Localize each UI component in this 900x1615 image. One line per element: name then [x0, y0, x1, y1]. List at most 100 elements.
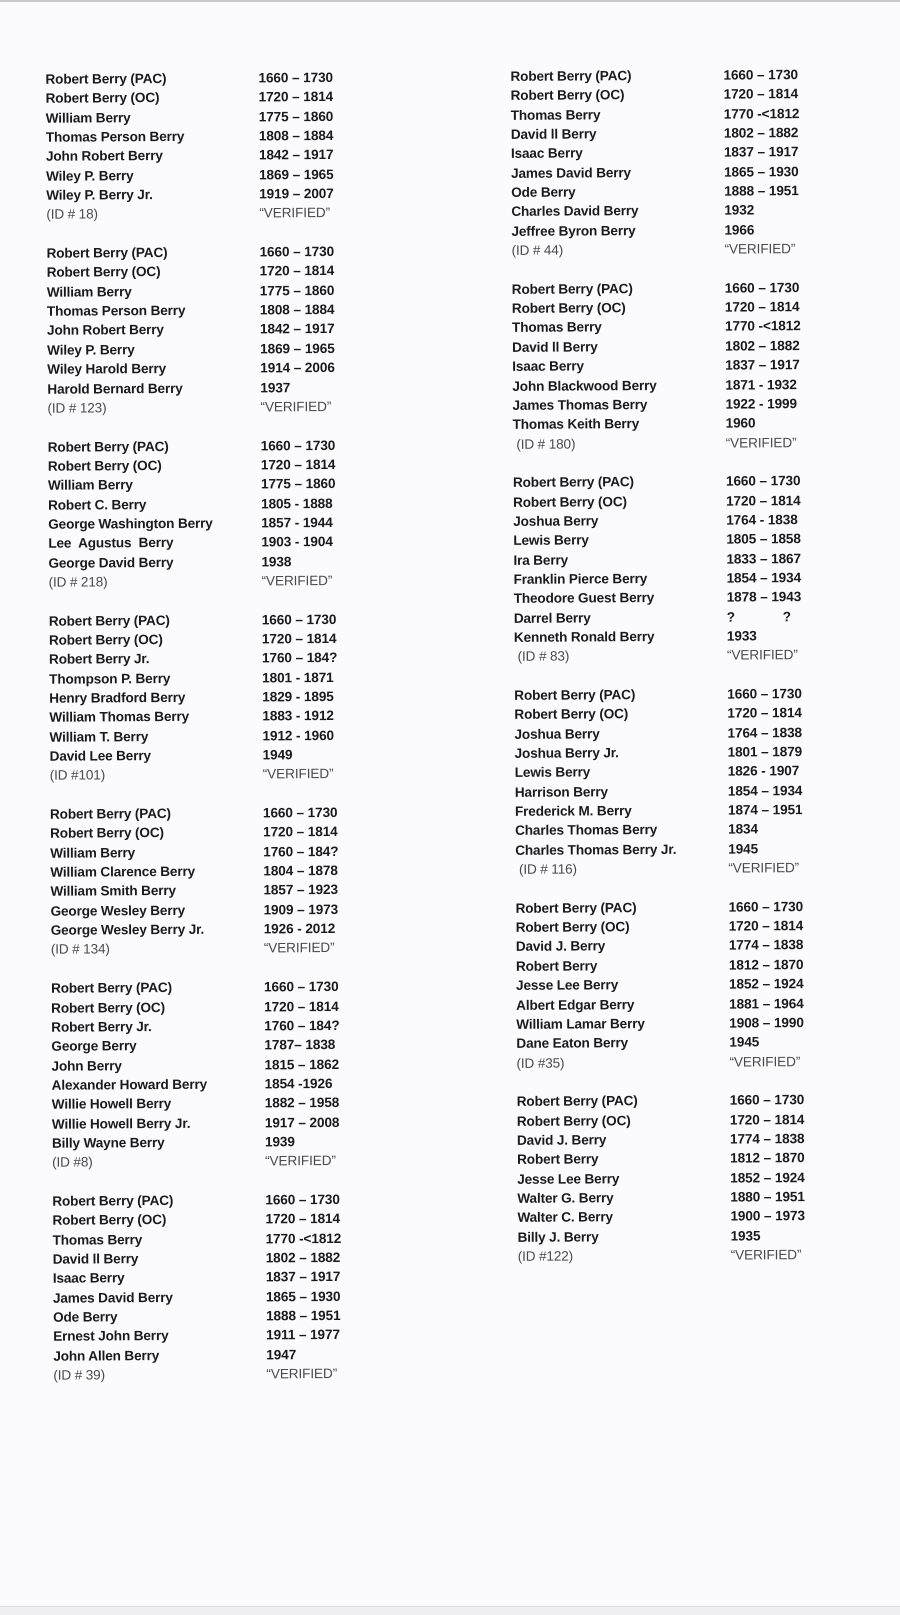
person-row: Robert Berry (PAC) 1660 – 1730	[512, 277, 900, 299]
verified-status: “VERIFIED”	[263, 940, 335, 956]
person-dates: 1882 – 1958	[264, 1095, 340, 1111]
person-name: Harold Bernard Berry	[47, 380, 183, 397]
person-name: James David Berry	[52, 1289, 173, 1306]
person-dates: 1720 – 1814	[258, 89, 334, 105]
person-dates: ? ?	[726, 608, 792, 625]
person-name: Joshua Berry Jr.	[514, 745, 619, 761]
person-name: Wiley P. Berry Jr.	[46, 187, 153, 203]
person-name: James Thomas Berry	[512, 396, 648, 413]
person-dates: 1937	[260, 379, 291, 395]
person-row: Robert Berry (PAC) 1660 – 1730	[48, 435, 448, 457]
person-dates: 1805 – 1858	[726, 531, 801, 547]
person-name: George Berry	[51, 1038, 137, 1054]
person-row: John Robert Berry 1842 – 1917	[47, 319, 447, 341]
person-row: Jesse Lee Berry 1852 – 1924	[516, 974, 900, 996]
lineage-group: Robert Berry (PAC) 1660 – 1730 Robert Berr…	[51, 976, 452, 1172]
lineage-id: (ID # 116)	[515, 861, 577, 877]
person-row: Thomas Keith Berry 1960	[513, 413, 900, 435]
verified-status: “VERIFIED”	[260, 398, 332, 415]
person-dates: 1660 – 1730	[729, 1092, 805, 1108]
person-name: David ll Berry	[512, 339, 598, 355]
person-name: Robert Berry (PAC)	[50, 980, 173, 996]
person-dates: 1787– 1838	[264, 1037, 336, 1053]
person-dates: 1854 – 1934	[726, 570, 802, 586]
person-row: Ode Berry 1888 – 1951	[511, 181, 900, 203]
person-dates: 1871 - 1932	[725, 376, 797, 393]
person-dates: 1857 – 1923	[263, 882, 338, 898]
person-name: William Berry	[50, 844, 136, 861]
person-dates: 1883 - 1912	[262, 708, 334, 724]
person-name: Robert Berry (OC)	[513, 493, 627, 510]
person-dates: 1775 – 1860	[260, 476, 336, 492]
person-dates: 1945	[728, 841, 759, 857]
person-row: William Smith Berry 1857 – 1923	[50, 880, 450, 902]
person-dates: 1926 - 2012	[263, 921, 336, 937]
person-name: Isaac Berry	[512, 358, 584, 375]
person-row: Alexander Howard Berry 1854 -1926	[52, 1073, 452, 1095]
person-name: David ll Berry	[52, 1251, 139, 1267]
person-dates: 1660 – 1730	[725, 473, 801, 489]
lineage-id: (ID # 83)	[513, 648, 570, 665]
person-name: Willie Howell Berry Jr.	[51, 1115, 191, 1132]
person-name: Isaac Berry	[510, 145, 583, 162]
person-row: Thomas Person Berry 1808 – 1884	[46, 125, 446, 147]
lineage-group: Robert Berry (PAC) 1660 – 1730 Robert Berr…	[50, 802, 451, 959]
person-row: Charles David Berry 1932	[511, 200, 900, 222]
person-row: David ll Berry 1802 – 1882	[511, 122, 900, 144]
person-row: Robert Berry 1812 – 1870	[516, 954, 900, 976]
person-name: William Berry	[46, 283, 132, 300]
person-row: Robert Berry (OC) 1720 – 1814	[514, 703, 900, 725]
person-dates: 1842 – 1917	[258, 147, 334, 163]
scan-bottom-edge	[0, 1606, 900, 1615]
person-dates: 1922 - 1999	[725, 395, 797, 412]
person-dates: 1960	[725, 415, 756, 431]
person-row: Robert Berry (OC) 1720 – 1814	[516, 916, 900, 938]
person-row: Henry Bradford Berry 1829 - 1895	[49, 686, 449, 708]
verified-status: “VERIFIED”	[265, 1153, 336, 1169]
person-dates: 1660 – 1730	[723, 67, 799, 83]
person-row: David Lee Berry 1949	[50, 744, 450, 766]
person-dates: 1660 – 1730	[260, 437, 336, 453]
person-row: Harold Bernard Berry 1937	[47, 377, 447, 399]
person-name: Robert Berry (OC)	[510, 87, 625, 104]
person-dates: 1837 – 1917	[725, 357, 800, 373]
person-row: David ll Berry 1802 – 1882	[512, 335, 900, 357]
lineage-group: Robert Berry (PAC) 1660 – 1730 Robert Berr…	[52, 1189, 453, 1385]
person-name: Robert Berry (OC)	[515, 919, 630, 935]
person-row: William Lamar Berry 1908 – 1990	[516, 1012, 900, 1034]
person-row: William Berry 1760 – 184?	[50, 841, 450, 863]
person-row: Ode Berry 1888 – 1951	[53, 1305, 453, 1327]
person-row: Robert Berry Jr. 1760 – 184?	[49, 648, 449, 670]
person-name: Theodore Guest Berry	[513, 590, 655, 607]
person-row: Robert Berry (PAC) 1660 – 1730	[510, 64, 900, 86]
person-name: Lewis Berry	[514, 764, 591, 781]
person-row: Albert Edgar Berry 1881 – 1964	[516, 993, 900, 1015]
lineage-id: (ID # 44)	[511, 242, 564, 258]
person-dates: 1808 – 1884	[258, 127, 334, 144]
person-dates: 1852 – 1924	[730, 1169, 805, 1186]
verified-status: “VERIFIED”	[729, 1053, 801, 1070]
person-name: William Clarence Berry	[50, 863, 196, 880]
person-name: Walter C. Berry	[517, 1209, 613, 1226]
person-row: James Thomas Berry 1922 - 1999	[512, 393, 900, 415]
person-name: Robert Berry (OC)	[48, 631, 163, 648]
person-dates: 1917 – 2008	[264, 1114, 340, 1130]
person-dates: 1775 – 1860	[259, 282, 335, 299]
person-row: Lee Agustus Berry 1903 - 1904	[48, 532, 448, 554]
person-dates: 1908 – 1990	[729, 1014, 804, 1031]
lineage-id: (ID # 39)	[53, 1367, 105, 1383]
person-name: George Washington Berry	[48, 515, 213, 532]
person-name: Robert Berry (PAC)	[514, 687, 636, 703]
person-name: Robert Berry (PAC)	[46, 245, 168, 261]
person-dates: 1720 – 1814	[724, 299, 800, 315]
person-row: Robert Berry (PAC) 1660 – 1730	[515, 896, 900, 918]
lineage-id: (ID #8)	[52, 1154, 93, 1170]
person-row: Joshua Berry 1764 - 1838	[513, 509, 900, 531]
person-row: George Wesley Berry 1909 – 1973	[51, 899, 451, 921]
person-row: John Allen Berry 1947	[53, 1344, 453, 1366]
lineage-id: (ID # 18)	[46, 206, 98, 223]
person-row: Darrel Berry ? ?	[514, 606, 900, 628]
person-row: Robert Berry (PAC) 1660 – 1730	[45, 67, 445, 89]
person-dates: 1801 – 1879	[727, 744, 803, 760]
person-row: Ernest John Berry 1911 – 1977	[53, 1325, 453, 1347]
